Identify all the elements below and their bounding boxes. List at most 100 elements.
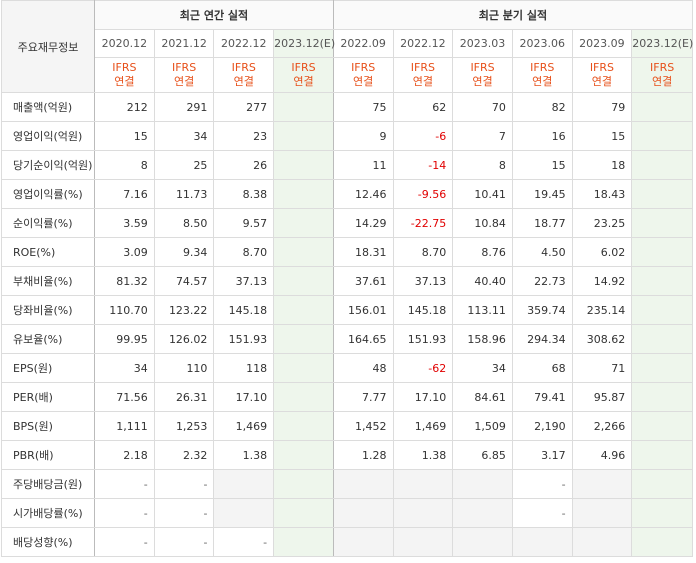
value-cell: 71.56 <box>94 382 155 412</box>
value-cell <box>571 527 633 557</box>
table-row: 주당배당금(원) - - - <box>0 469 693 499</box>
value-cell <box>273 295 334 325</box>
row-label-header: 주요재무정보 <box>0 0 96 93</box>
ifrs-standard: IFRS <box>171 61 197 74</box>
value-cell: 3.59 <box>94 208 155 238</box>
value-cell: 26.31 <box>153 382 215 412</box>
value-cell <box>631 498 693 528</box>
value-cell: 1.28 <box>332 440 394 470</box>
value-cell <box>631 469 693 499</box>
value-cell: 68 <box>511 353 573 383</box>
value-cell: 7 <box>452 121 513 151</box>
value-cell: 8.70 <box>213 237 275 267</box>
table-row: EPS(원) 34 110 118 48 -62 34 68 71 <box>0 353 693 383</box>
ifrs-label: IFRS 연결 <box>571 57 633 93</box>
row-label: 시가배당률(%) <box>0 498 96 528</box>
row-label: BPS(원) <box>0 411 96 441</box>
value-cell <box>452 498 513 528</box>
value-cell: 3.17 <box>511 440 573 470</box>
value-cell <box>273 469 334 499</box>
row-label: ROE(%) <box>0 237 96 267</box>
period-header: 2022.12 <box>213 29 275 58</box>
value-cell: 14.29 <box>332 208 394 238</box>
value-cell <box>452 469 513 499</box>
value-cell: 110 <box>153 353 215 383</box>
value-cell: 40.40 <box>452 266 513 296</box>
value-cell: 2,190 <box>511 411 573 441</box>
value-cell <box>631 353 693 383</box>
value-cell: 1,509 <box>452 411 513 441</box>
value-cell: -14 <box>392 150 454 180</box>
ifrs-standard: IFRS <box>589 61 615 74</box>
value-cell: -22.75 <box>392 208 454 238</box>
value-cell: 12.46 <box>332 179 394 209</box>
table-row: 배당성향(%) - - - <box>0 527 693 557</box>
ifrs-consolidated: 연결 <box>412 75 433 88</box>
row-label: 부채비율(%) <box>0 266 96 296</box>
table-row: 매출액(억원) 212 291 277 75 62 70 82 79 <box>0 92 693 122</box>
table-row: 영업이익률(%) 7.16 11.73 8.38 12.46 -9.56 10.41 19.4… <box>0 179 693 209</box>
value-cell: 14.92 <box>571 266 633 296</box>
table-row: 순이익률(%) 3.59 8.50 9.57 14.29 -22.75 10.84 18.77… <box>0 208 693 238</box>
value-cell: 8.76 <box>452 237 513 267</box>
period-header: 2023.06 <box>511 29 573 58</box>
value-cell: - <box>94 498 155 528</box>
value-cell <box>631 237 693 267</box>
value-cell: 11 <box>332 150 394 180</box>
value-cell: 22.73 <box>511 266 573 296</box>
value-cell: 9.57 <box>213 208 275 238</box>
value-cell: 10.84 <box>452 208 513 238</box>
value-cell: - <box>213 527 275 557</box>
value-cell <box>631 527 693 557</box>
ifrs-label: IFRS 연결 <box>273 57 334 93</box>
value-cell: 2,266 <box>571 411 633 441</box>
row-label: PBR(배) <box>0 440 96 470</box>
value-cell: 8 <box>94 150 155 180</box>
table-row: 당좌비율(%) 110.70 123.22 145.18 156.01 145.18 113… <box>0 295 693 325</box>
value-cell <box>213 498 275 528</box>
table-row: 당기순이익(억원) 8 25 26 11 -14 8 15 18 <box>0 150 693 180</box>
row-label: EPS(원) <box>0 353 96 383</box>
value-cell: 110.70 <box>94 295 155 325</box>
value-cell <box>273 440 334 470</box>
ifrs-label: IFRS 연결 <box>631 57 693 93</box>
period-header: 2022.12 <box>392 29 454 58</box>
value-cell: 1,253 <box>153 411 215 441</box>
value-cell: 1,111 <box>94 411 155 441</box>
value-cell: 99.95 <box>94 324 155 354</box>
value-cell: 294.34 <box>511 324 573 354</box>
value-cell <box>273 498 334 528</box>
value-cell <box>631 208 693 238</box>
value-cell: 95.87 <box>571 382 633 412</box>
value-cell: 3.09 <box>94 237 155 267</box>
value-cell <box>332 469 394 499</box>
row-label: 주당배당금(원) <box>0 469 96 499</box>
row-label: 배당성향(%) <box>0 527 96 557</box>
value-cell: 359.74 <box>511 295 573 325</box>
value-cell <box>392 469 454 499</box>
value-cell <box>392 527 454 557</box>
ifrs-consolidated: 연결 <box>652 75 673 88</box>
value-cell: 9 <box>332 121 394 151</box>
value-cell: 16 <box>511 121 573 151</box>
value-cell: 291 <box>153 92 215 122</box>
value-cell <box>213 469 275 499</box>
value-cell: 9.34 <box>153 237 215 267</box>
value-cell <box>273 92 334 122</box>
value-cell <box>273 527 334 557</box>
ifrs-label: IFRS 연결 <box>452 57 513 93</box>
value-cell <box>631 382 693 412</box>
value-cell: 212 <box>94 92 155 122</box>
row-label: 유보율(%) <box>0 324 96 354</box>
value-cell <box>631 295 693 325</box>
value-cell <box>273 382 334 412</box>
value-cell: 6.02 <box>571 237 633 267</box>
value-cell <box>571 469 633 499</box>
value-cell: 2.32 <box>153 440 215 470</box>
value-cell: 4.50 <box>511 237 573 267</box>
row-label: 영업이익률(%) <box>0 179 96 209</box>
value-cell: - <box>153 527 215 557</box>
value-cell <box>631 266 693 296</box>
annual-group-header: 최근 연간 실적 <box>94 0 334 30</box>
